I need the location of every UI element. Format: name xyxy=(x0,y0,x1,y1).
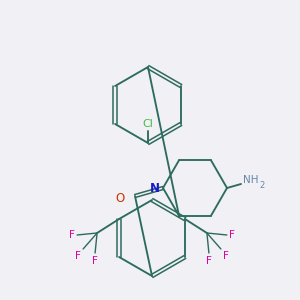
Text: 2: 2 xyxy=(259,181,264,190)
Text: NH: NH xyxy=(243,175,259,185)
Text: F: F xyxy=(92,256,98,266)
Text: O: O xyxy=(116,191,125,205)
Text: F: F xyxy=(75,251,81,261)
Text: F: F xyxy=(229,230,235,240)
Text: Cl: Cl xyxy=(142,119,153,129)
Text: F: F xyxy=(223,251,229,261)
Text: F: F xyxy=(206,256,212,266)
Text: F: F xyxy=(69,230,75,240)
Text: N: N xyxy=(150,182,160,196)
